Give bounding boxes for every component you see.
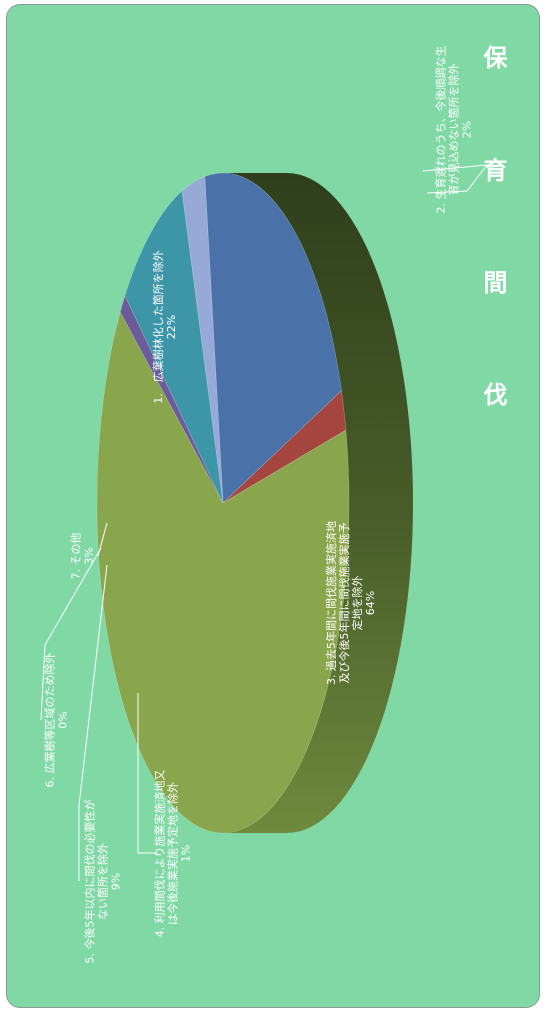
slice-percent: 3%: [82, 547, 95, 565]
slice-label-line: 6. 広葉樹等区域のため除外: [43, 652, 56, 788]
slice-percent: 0%: [56, 711, 69, 729]
slice-label-5: 5. 今後5年以内に間伐の必要性が ない箇所を除外 9%: [84, 799, 123, 963]
slice-label-line: 7. その他: [69, 532, 82, 580]
slice-label-6: 6. 広葉樹等区域のため除外 0%: [43, 653, 69, 788]
slice-percent: 64%: [364, 590, 377, 616]
slice-label-7: 7. その他 3%: [69, 533, 95, 580]
leader-line-7: [97, 522, 108, 557]
leader-line-2: [422, 164, 489, 194]
slice-label-line: 2. 生育遅れのうち、今後順調な生: [434, 45, 448, 213]
slice-label-line: 4. 利用間伐により施業実施済地又: [153, 769, 167, 937]
chart-title: 保 育 間 伐: [479, 45, 507, 447]
slice-label-3: 3. 過去5年間に間伐施業実施済地 及び今後5年間に間伐施業実施予 定地を除外 64%: [325, 521, 377, 685]
pie-chart: [40, 164, 489, 881]
slice-percent: 1%: [179, 844, 193, 862]
pie-slice-2: [222, 390, 347, 504]
slice-percent: 22%: [164, 314, 178, 340]
slice-label-4: 4. 利用間伐により施業実施済地又 は今後施業実施予定地を除外 1%: [153, 769, 192, 937]
slice-percent: 9%: [109, 872, 123, 890]
pie-slice-4: [119, 294, 224, 504]
pie-slice-7: [181, 176, 224, 504]
slice-label-line: 1. 広葉樹林化した箇所を除外: [151, 250, 165, 404]
leader-line-5: [78, 564, 108, 881]
pie-side-extrusion: [223, 173, 413, 833]
slice-percent: 2%: [460, 120, 474, 138]
slice-label-line: 育が見込めない箇所を除外: [447, 63, 461, 195]
slice-label-line: ない箇所を除外: [96, 842, 110, 920]
slice-label-line: 5. 今後5年以内に間伐の必要性が: [83, 799, 97, 963]
slice-label-line: 及び今後5年間に間伐施業実施予: [338, 522, 351, 684]
leader-line-4: [137, 693, 157, 854]
slice-label-line: 定地を除外: [351, 575, 364, 631]
pie-slice-3: [96, 311, 350, 834]
slice-label-1: 1. 広葉樹林化した箇所を除外 22%: [152, 250, 178, 404]
pie-slice-5: [124, 190, 224, 504]
slice-label-2: 2. 生育遅れのうち、今後順調な生 育が見込めない箇所を除外 2%: [435, 45, 474, 213]
leader-line-6: [40, 547, 102, 721]
chart-area: 保 育 間 伐 1. 広葉樹林化した箇所を除外 22% 2. 生育遅れのうち、今後順…: [6, 4, 540, 1008]
slice-label-line: は今後施業実施予定地を除外: [166, 781, 180, 925]
pie-slice-1: [204, 172, 342, 504]
slice-label-line: 3. 過去5年間に間伐施業実施済地: [325, 521, 338, 685]
